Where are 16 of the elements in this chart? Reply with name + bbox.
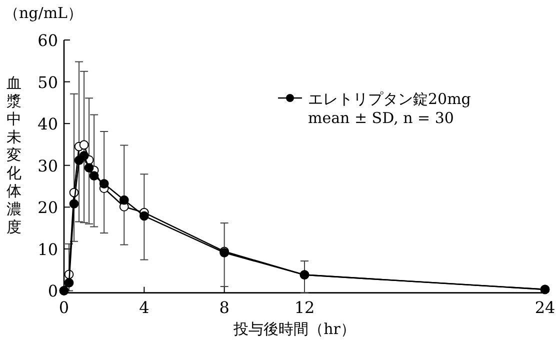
x-tick-label: 12: [294, 298, 315, 317]
x-axis-title: 投与後時間（hr）: [232, 320, 356, 338]
x-tick-label: 8: [219, 298, 230, 317]
y-tick-label: 60: [38, 31, 58, 50]
annotation: mean ± SD, n = 30: [308, 109, 454, 127]
legend-label: エレトリプタン錠20mg: [308, 90, 472, 108]
y-tick-label: 30: [38, 156, 58, 176]
text: （ng/mL）: [4, 4, 83, 22]
y-tick-label: 20: [38, 198, 58, 218]
y-tick-label: 0: [48, 282, 58, 301]
y-tick-label: 50: [38, 72, 58, 92]
x-tick-label: 4: [139, 298, 150, 317]
x-tick-label: 24: [534, 298, 556, 317]
text: 血漿中未変化体濃度: [6, 74, 22, 236]
y-tick-label: 40: [38, 114, 58, 134]
y-tick-label: 10: [38, 240, 58, 259]
